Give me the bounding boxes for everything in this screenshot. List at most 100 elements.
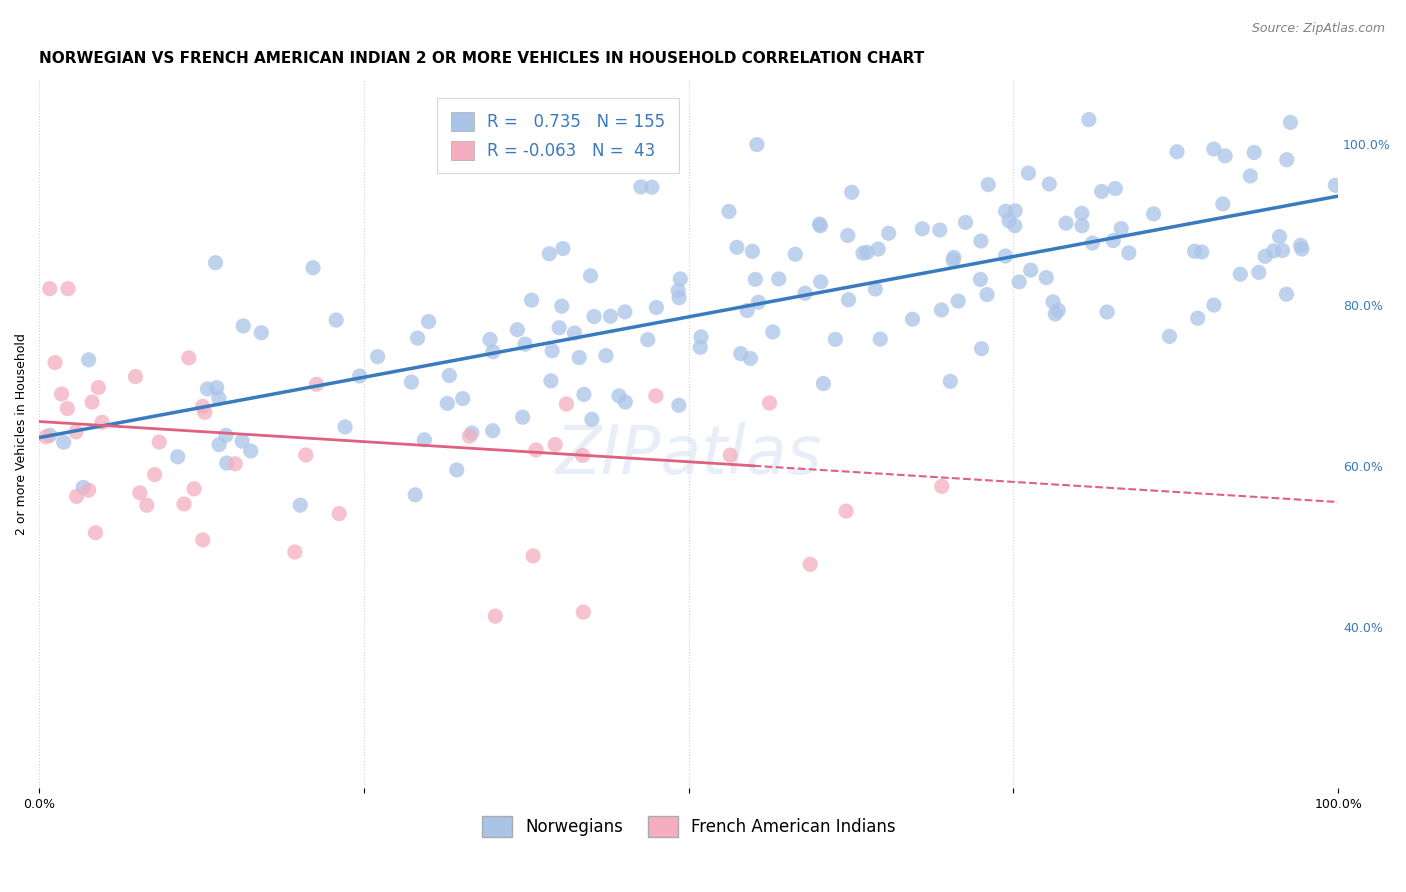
Point	[1071, 219, 1094, 233]
Point	[413, 433, 436, 447]
Point	[955, 215, 977, 229]
Point	[613, 305, 636, 319]
Point	[1004, 203, 1026, 218]
Point	[768, 272, 790, 286]
Point	[551, 299, 574, 313]
Point	[143, 467, 166, 482]
Point	[1239, 169, 1261, 183]
Point	[458, 429, 481, 443]
Point	[77, 483, 100, 497]
Point	[976, 287, 998, 301]
Text: ZIPatlas: ZIPatlas	[555, 422, 823, 488]
Point	[668, 398, 690, 412]
Point	[1202, 298, 1225, 312]
Point	[901, 312, 924, 326]
Point	[785, 247, 807, 261]
Point	[744, 272, 766, 286]
Point	[513, 337, 536, 351]
Point	[599, 310, 621, 324]
Point	[1229, 267, 1251, 281]
Point	[418, 314, 440, 328]
Point	[65, 489, 87, 503]
Point	[1213, 149, 1236, 163]
Point	[1077, 112, 1099, 127]
Point	[183, 482, 205, 496]
Point	[232, 318, 254, 333]
Point	[745, 137, 768, 152]
Point	[446, 463, 468, 477]
Point	[1104, 181, 1126, 195]
Point	[717, 204, 740, 219]
Point	[1291, 242, 1313, 256]
Point	[824, 332, 846, 346]
Point	[1070, 206, 1092, 220]
Point	[810, 275, 832, 289]
Point	[931, 479, 953, 493]
Point	[740, 351, 762, 366]
Y-axis label: 2 or more Vehicles in Household: 2 or more Vehicles in Household	[15, 333, 28, 534]
Point	[538, 246, 561, 260]
Point	[644, 389, 666, 403]
Point	[208, 392, 231, 406]
Point	[1275, 287, 1298, 301]
Point	[1038, 177, 1060, 191]
Point	[436, 396, 458, 410]
Point	[877, 227, 900, 241]
Point	[582, 310, 605, 324]
Point	[856, 245, 879, 260]
Point	[813, 376, 835, 391]
Point	[1042, 294, 1064, 309]
Point	[1004, 219, 1026, 233]
Point	[124, 369, 146, 384]
Point	[1017, 166, 1039, 180]
Point	[607, 389, 630, 403]
Point	[1159, 329, 1181, 343]
Point	[482, 344, 505, 359]
Point	[191, 533, 214, 547]
Point	[741, 244, 763, 259]
Point	[837, 228, 859, 243]
Point	[512, 410, 534, 425]
Point	[1243, 145, 1265, 160]
Point	[551, 242, 574, 256]
Point	[284, 545, 307, 559]
Point	[231, 434, 253, 449]
Point	[928, 223, 950, 237]
Point	[1275, 153, 1298, 167]
Point	[1095, 305, 1118, 319]
Point	[838, 293, 860, 307]
Point	[406, 331, 429, 345]
Point	[1081, 235, 1104, 250]
Point	[80, 395, 103, 409]
Point	[869, 332, 891, 346]
Point	[541, 343, 564, 358]
Point	[1279, 115, 1302, 129]
Point	[325, 313, 347, 327]
Point	[84, 525, 107, 540]
Point	[544, 437, 567, 451]
Point	[349, 368, 371, 383]
Point	[835, 504, 858, 518]
Point	[911, 221, 934, 235]
Point	[865, 282, 887, 296]
Point	[946, 293, 969, 308]
Point	[595, 349, 617, 363]
Point	[191, 400, 214, 414]
Point	[1109, 221, 1132, 235]
Point	[808, 219, 831, 233]
Point	[166, 450, 188, 464]
Point	[461, 425, 484, 440]
Point	[735, 303, 758, 318]
Point	[333, 420, 356, 434]
Point	[1212, 197, 1234, 211]
Point	[730, 346, 752, 360]
Point	[1184, 244, 1206, 259]
Point	[668, 291, 690, 305]
Point	[572, 605, 595, 619]
Point	[367, 350, 389, 364]
Point	[572, 387, 595, 401]
Point	[725, 240, 748, 254]
Point	[294, 448, 316, 462]
Point	[548, 320, 571, 334]
Point	[128, 485, 150, 500]
